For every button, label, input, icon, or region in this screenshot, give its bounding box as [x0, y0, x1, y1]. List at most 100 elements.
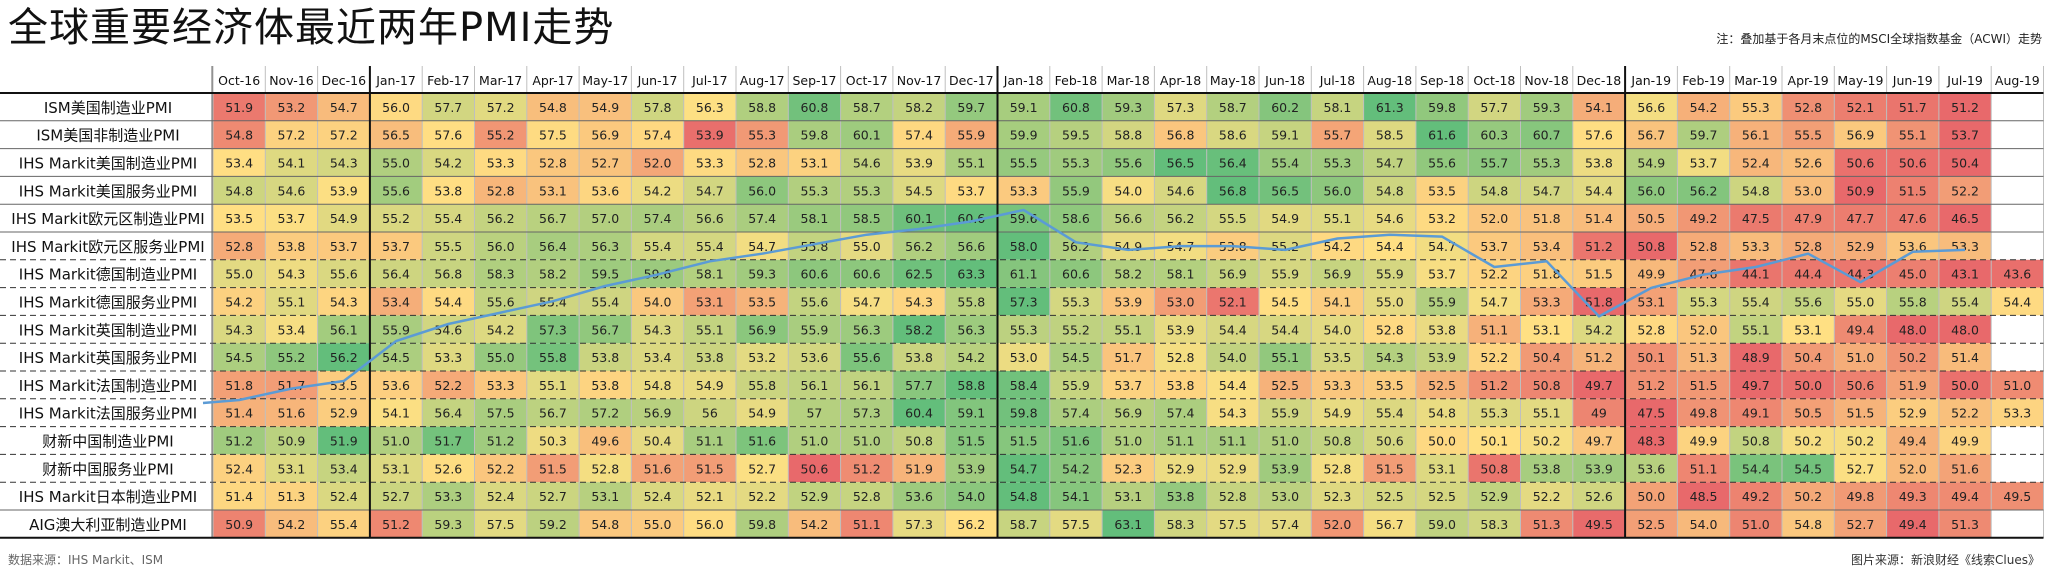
cell-value: 49: [1591, 406, 1607, 421]
heatmap-cell: [474, 315, 527, 344]
heatmap-cell: [1625, 371, 1678, 399]
column-header: May-17: [582, 73, 628, 88]
heatmap-cell: [526, 454, 580, 483]
cell-value: 55.9: [801, 322, 829, 337]
heatmap-cell: [369, 287, 423, 316]
cell-value: 57.5: [1219, 517, 1247, 532]
heatmap-cell: [317, 120, 370, 149]
heatmap-cell: [1782, 454, 1835, 483]
heatmap-cell: [1154, 315, 1207, 344]
cell-value: 55.9: [1428, 295, 1456, 310]
heatmap-cell: [1206, 93, 1259, 121]
cell-value: 51.5: [539, 461, 567, 476]
heatmap-cell: [1677, 343, 1730, 371]
cell-value: 60.4: [905, 406, 933, 421]
heatmap-cell: [1259, 510, 1312, 538]
column-header: Oct-16: [218, 73, 260, 88]
heatmap-cell: [683, 259, 736, 288]
heatmap-cell: [1677, 398, 1730, 427]
heatmap-cell: [422, 93, 475, 121]
heatmap-cell: [683, 510, 736, 538]
chart-note: 注：叠加基于各月末点位的MSCI全球指数基金（ACWI）走势: [1716, 32, 2042, 46]
cell-value: 54.0: [1114, 183, 1142, 198]
heatmap-cell: [945, 482, 998, 510]
heatmap-cell: [1782, 426, 1835, 455]
cell-value: 46.5: [1951, 211, 1979, 226]
cell-value: 53.5: [1376, 378, 1404, 393]
heatmap-cell: [1834, 371, 1887, 399]
column-header: Dec-18: [1577, 73, 1622, 88]
heatmap-cell: [1938, 371, 1992, 399]
heatmap-cell: [213, 510, 266, 538]
heatmap-cell: [1572, 93, 1626, 121]
heatmap-cell: [997, 398, 1050, 427]
cell-value: 51.8: [1533, 267, 1561, 282]
heatmap-cell: [1886, 343, 1939, 371]
cell-value: 56.0: [696, 517, 724, 532]
cell-value: 51.3: [278, 489, 306, 504]
cell-value: 54.2: [225, 295, 253, 310]
cell-value: 51.5: [1847, 406, 1875, 421]
heatmap-cell: [213, 343, 266, 371]
heatmap-cell: [840, 148, 893, 177]
heatmap-cell: [788, 343, 841, 371]
heatmap-cell: [631, 148, 684, 177]
cell-value: 56.5: [382, 128, 410, 143]
cell-value: 52.2: [1951, 183, 1979, 198]
cell-value: 53.2: [1428, 211, 1456, 226]
cell-value: 50.5: [1637, 211, 1665, 226]
heatmap-cell: [1102, 343, 1155, 371]
cell-value: 55.8: [957, 295, 985, 310]
column-header: Oct-17: [846, 73, 888, 88]
heatmap-cell: [683, 120, 736, 149]
cell-value: 52.2: [1533, 489, 1561, 504]
cell-value: 53.7: [278, 211, 306, 226]
heatmap-cell: [1782, 120, 1835, 149]
cell-value: 48.3: [1637, 434, 1665, 449]
heatmap-cell: [997, 259, 1050, 288]
cell-value: 51.1: [1219, 434, 1247, 449]
heatmap-cell: [1729, 510, 1782, 538]
heatmap-cell: [892, 398, 946, 427]
heatmap-cell: [213, 287, 266, 316]
cell-value: 52.5: [1637, 517, 1665, 532]
heatmap-cell: [1938, 454, 1992, 483]
heatmap-cell: [1206, 454, 1259, 483]
cell-value: 55.1: [1271, 350, 1299, 365]
heatmap-cell: [422, 454, 475, 483]
cell-value: 58.0: [1010, 239, 1038, 254]
cell-value: 57.8: [644, 100, 672, 115]
heatmap-cell: [1834, 315, 1887, 344]
cell-value: 51.6: [748, 434, 776, 449]
heatmap-cell: [1886, 426, 1939, 455]
data-source: 数据来源：IHS Markit、ISM: [8, 553, 164, 567]
cell-value: 52.8: [1794, 239, 1822, 254]
heatmap-cell: [1415, 482, 1469, 510]
heatmap-cell: [265, 232, 318, 260]
heatmap-cell: [892, 120, 946, 149]
heatmap-cell: [1415, 148, 1469, 177]
cell-value: 54.9: [330, 211, 358, 226]
heatmap-cell: [736, 398, 789, 427]
cell-value: 54.9: [1114, 239, 1142, 254]
cell-value: 49.9: [1690, 434, 1718, 449]
cell-value: 58.2: [905, 322, 933, 337]
heatmap-cell: [317, 454, 370, 483]
cell-value: 52.7: [382, 489, 410, 504]
heatmap-cell: [1625, 426, 1678, 455]
heatmap-cell: [945, 232, 998, 260]
heatmap-cell: [1363, 315, 1416, 344]
heatmap-cell: [1729, 426, 1782, 455]
cell-value: 59.3: [1533, 100, 1561, 115]
heatmap-cell: [1572, 232, 1626, 260]
cell-value: 49.4: [1951, 489, 1979, 504]
heatmap-cell: [474, 426, 527, 455]
heatmap-cell: [1363, 176, 1416, 205]
heatmap-cell: [840, 426, 893, 455]
cell-value: 52.9: [801, 489, 829, 504]
heatmap-cell: [1259, 454, 1312, 483]
heatmap-cell: [526, 148, 580, 177]
cell-value: 54.2: [434, 156, 462, 171]
cell-value: 60.3: [1480, 128, 1508, 143]
cell-value: 55.6: [330, 267, 358, 282]
